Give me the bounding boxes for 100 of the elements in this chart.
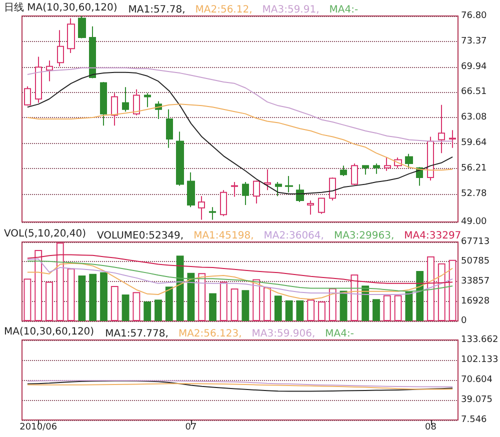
- bar: [350, 274, 358, 321]
- text: MA3:59.91,: [262, 4, 320, 16]
- chart-title: MA(10,30,60,120): [4, 326, 94, 338]
- candlestick: [438, 104, 445, 154]
- bar: [67, 268, 75, 321]
- bar: [24, 278, 32, 321]
- bar: [285, 300, 293, 321]
- candlestick: [198, 196, 205, 220]
- candlestick: [176, 131, 184, 186]
- legend-label: MA4:-: [329, 4, 358, 16]
- bar: [328, 288, 336, 321]
- x-tick-label: 07: [185, 422, 197, 432]
- bar: [154, 300, 162, 321]
- bar: [307, 300, 315, 321]
- bar: [242, 290, 250, 321]
- bar: [100, 272, 108, 321]
- bar: [448, 260, 456, 321]
- bar: [264, 287, 271, 321]
- bar: [416, 270, 424, 321]
- candlestick: [166, 108, 173, 148]
- candlestick: [264, 168, 271, 191]
- candlestick: [405, 153, 413, 168]
- y-tick-label: 73.37: [461, 36, 487, 46]
- candlestick: [100, 81, 107, 126]
- bar: [220, 282, 228, 321]
- y-tick-label: 67713: [461, 237, 490, 247]
- y-tick-label: 133.662: [461, 335, 498, 345]
- bar: [56, 242, 64, 321]
- x-tick-label: 08: [425, 422, 437, 432]
- y-tick-label: 0: [461, 316, 467, 326]
- candlestick: [111, 92, 118, 126]
- bar: [132, 292, 140, 321]
- bar: [372, 299, 380, 321]
- bar: [427, 256, 434, 321]
- candlestick: [427, 136, 434, 182]
- text: MA1:57.78,: [128, 4, 186, 16]
- line-series: [26, 104, 454, 171]
- y-tick-label: 56.21: [461, 164, 487, 174]
- candlestick: [253, 180, 260, 204]
- candlestick: [242, 181, 249, 206]
- bar: [362, 286, 370, 321]
- y-tick-label: 49.00: [461, 217, 488, 227]
- bar: [318, 302, 326, 321]
- line-series: [26, 380, 454, 392]
- bar: [78, 276, 86, 321]
- candlestick: [307, 200, 314, 216]
- candlestick: [285, 176, 293, 193]
- y-tick-label: 50785: [461, 256, 490, 267]
- bar: [252, 279, 260, 321]
- candlestick: [231, 181, 238, 198]
- y-tick-label: 69.94: [461, 62, 488, 72]
- bar: [46, 282, 53, 321]
- bar: [296, 300, 304, 321]
- bar: [110, 286, 118, 321]
- candlestick: [24, 86, 31, 106]
- bar: [274, 296, 282, 321]
- bar: [383, 295, 391, 321]
- bar: [209, 293, 216, 321]
- y-tick-label: 102.133: [461, 355, 498, 365]
- bar: [405, 291, 413, 321]
- candlestick: [275, 181, 282, 197]
- candlestick: [373, 162, 380, 174]
- chart-title: VOL(5,10,20,40): [4, 228, 86, 240]
- candlestick: [362, 165, 369, 176]
- candlestick: [329, 177, 336, 202]
- candlestick: [35, 56, 42, 104]
- bar: [176, 256, 184, 321]
- candlestick: [89, 26, 96, 79]
- y-tick-label: 63.08: [461, 112, 488, 123]
- bar: [144, 302, 152, 321]
- candlestick: [384, 157, 391, 172]
- y-tick-label: 59.64: [461, 138, 488, 148]
- candlestick: [78, 16, 86, 39]
- bar: [34, 250, 42, 321]
- candlestick: [57, 30, 64, 67]
- candlestick: [351, 162, 358, 186]
- bar: [165, 286, 173, 321]
- x-tick-label: 2010/06: [20, 422, 58, 432]
- legend-label: MA4:-: [325, 328, 354, 340]
- bar: [122, 294, 130, 321]
- candlestick: [318, 198, 325, 214]
- candlestick: [340, 165, 347, 177]
- text: MA1:57.778,: [105, 328, 168, 340]
- bar: [340, 290, 348, 321]
- y-tick-label: 66.51: [461, 87, 487, 98]
- bar: [394, 295, 402, 321]
- candlestick: [209, 206, 216, 220]
- series-label: VOLUME0:52349,: [96, 230, 184, 242]
- candlestick: [133, 88, 140, 116]
- text: MA4:33297: [404, 230, 462, 242]
- text: MA1:45198,: [194, 230, 254, 242]
- bar: [198, 273, 206, 321]
- y-tick-label: 52.78: [461, 188, 488, 199]
- line-series: [26, 254, 454, 284]
- line-series: [26, 380, 454, 388]
- candlestick: [144, 92, 151, 108]
- bar: [230, 288, 238, 321]
- candlestick: [296, 184, 304, 202]
- line-series: [26, 67, 454, 142]
- y-tick-label: 70.604: [461, 375, 493, 385]
